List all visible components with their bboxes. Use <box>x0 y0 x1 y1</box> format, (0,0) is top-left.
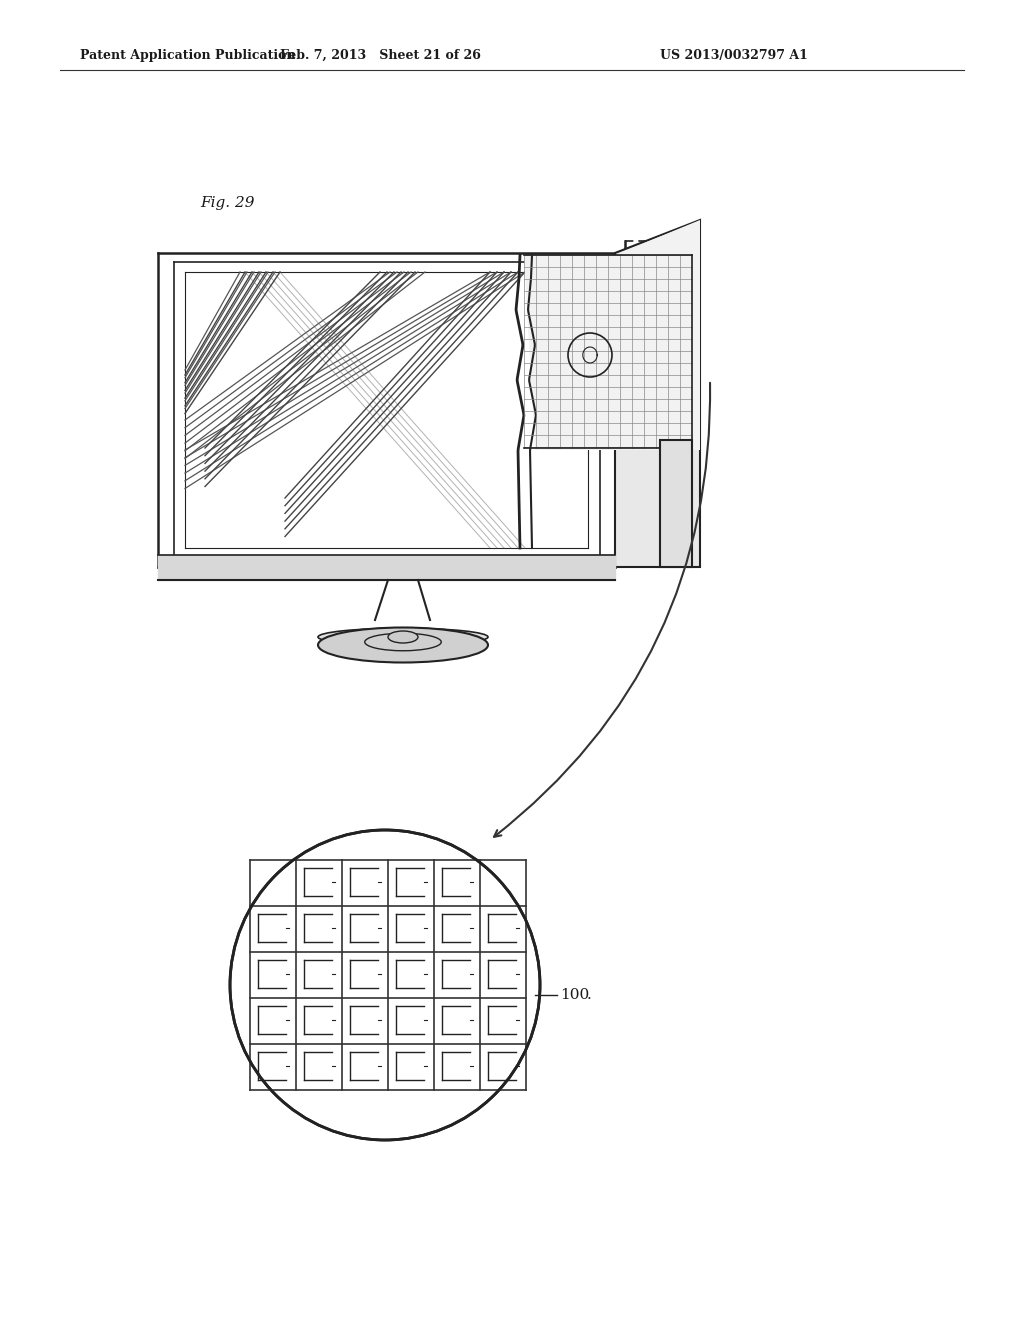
Ellipse shape <box>318 628 488 645</box>
Text: Patent Application Publication: Patent Application Publication <box>80 49 296 62</box>
FancyArrowPatch shape <box>494 383 710 837</box>
Text: 100: 100 <box>560 987 589 1002</box>
Text: US 2013/0032797 A1: US 2013/0032797 A1 <box>660 49 808 62</box>
Polygon shape <box>615 220 700 568</box>
Circle shape <box>230 830 540 1140</box>
Ellipse shape <box>388 631 418 643</box>
Text: Feb. 7, 2013   Sheet 21 of 26: Feb. 7, 2013 Sheet 21 of 26 <box>280 49 480 62</box>
Ellipse shape <box>318 627 488 663</box>
Polygon shape <box>660 440 692 568</box>
Polygon shape <box>524 220 700 450</box>
Text: Fig. 29: Fig. 29 <box>200 195 255 210</box>
Text: .: . <box>587 987 592 1002</box>
